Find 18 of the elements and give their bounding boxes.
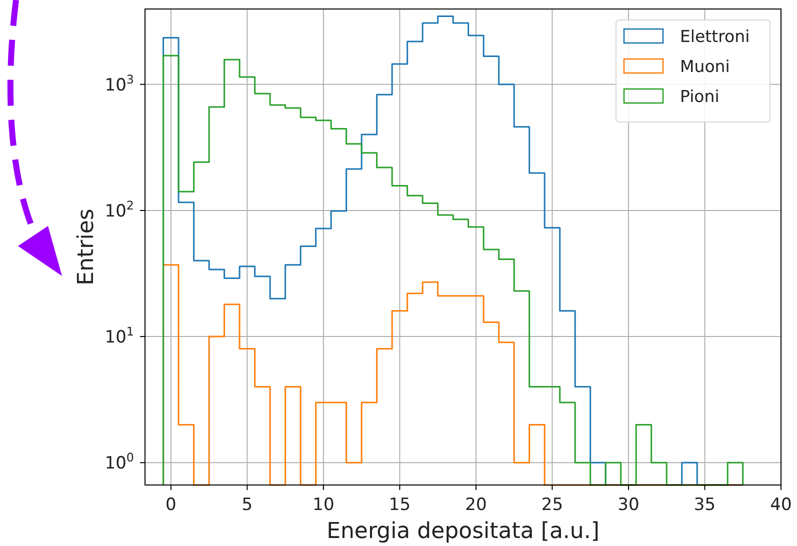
x-tick-label: 0 [166,495,176,515]
y-tick-label: 10$^{3}$ [104,72,134,96]
legend-label: Muoni [680,57,730,76]
x-tick-label: 35 [694,495,716,515]
x-tick-label: 30 [618,495,640,515]
x-tick-label: 5 [242,495,253,515]
y-tick-label: 10$^{2}$ [104,198,134,222]
x-tick-label: 10 [312,495,334,515]
legend-label: Pioni [680,87,720,106]
y-tick-label: 10$^{0}$ [104,450,134,474]
x-tick-label: 20 [465,495,487,515]
x-axis-title: Energia depositata [a.u.] [326,519,600,544]
x-tick-label: 25 [541,495,564,515]
y-axis-title: Entries [74,208,99,286]
x-tick-label: 15 [388,495,411,515]
legend-label: Elettroni [680,27,750,46]
y-tick-label: 10$^{1}$ [104,324,134,348]
x-tick-label: 40 [770,495,792,515]
